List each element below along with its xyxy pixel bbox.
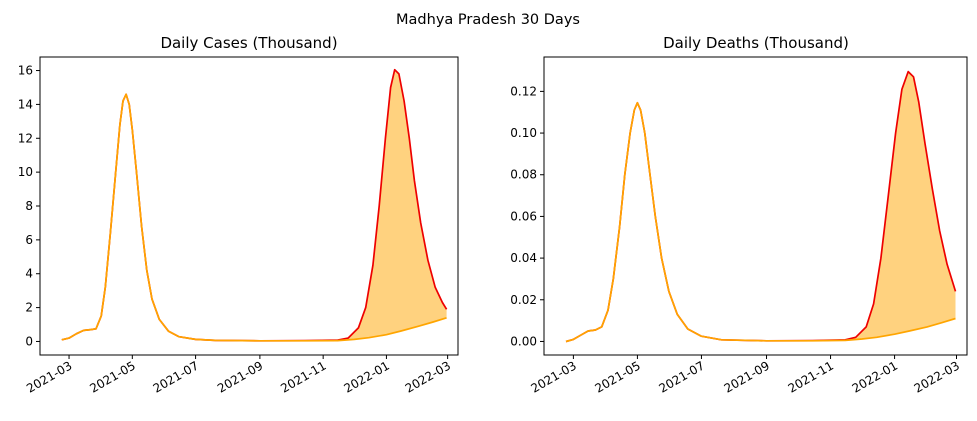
deaths-y-tick-label: 0.10 [510, 126, 537, 140]
deaths-x-tick-label: 2021-09 [722, 358, 772, 395]
cases-plot-area: 0 2 4 6 8 10 12 14 16 2021-03 2021-05 2021-07 2021-0… [18, 64, 453, 396]
cases-x-tick-label: 2021-11 [278, 358, 328, 395]
cases-x-tick-label: 2022-03 [403, 358, 453, 395]
deaths-chart: Daily Deaths (Thousand) 0.00 0.02 0.04 0.06… [510, 34, 968, 396]
cases-baseline-line [61, 93, 447, 342]
deaths-axes-frame [543, 56, 968, 356]
deaths-x-tick-label: 2022-03 [912, 358, 962, 395]
deaths-y-tick-label: 0.04 [510, 251, 537, 265]
deaths-x-tick-label: 2021-05 [592, 358, 642, 395]
deaths-y-tick-label: 0.08 [510, 168, 537, 182]
deaths-chart-title: Daily Deaths (Thousand) [663, 34, 849, 52]
deaths-y-tick-label: 0.02 [510, 293, 537, 307]
cases-chart: Daily Cases (Thousand) 0 2 4 6 8 10 12 14 16 2021… [18, 34, 459, 396]
cases-y-tick-label: 16 [18, 64, 33, 78]
deaths-gap-fill [566, 71, 956, 342]
deaths-y-tick-label: 0.12 [510, 84, 537, 98]
deaths-x-tick-label: 2021-07 [657, 358, 707, 395]
cases-y-tick-label: 6 [25, 233, 33, 247]
deaths-x-tick-label: 2021-11 [786, 358, 836, 395]
cases-axes-frame [39, 56, 459, 356]
deaths-plot-area: 0.00 0.02 0.04 0.06 0.08 0.10 0.12 2021-03 2021-… [510, 70, 962, 396]
cases-y-tick-label: 4 [25, 267, 33, 281]
deaths-y-tick-label: 0.00 [510, 334, 537, 348]
cases-y-tick-label: 10 [18, 165, 33, 179]
deaths-x-tick-label: 2022-01 [850, 358, 900, 395]
cases-y-tick-label: 2 [25, 301, 33, 315]
cases-y-tick-label: 8 [25, 199, 33, 213]
cases-x-tick-label: 2021-03 [24, 358, 74, 395]
deaths-y-tick-label: 0.06 [510, 209, 537, 223]
cases-x-tick-label: 2021-07 [151, 358, 201, 395]
deaths-baseline-line [565, 101, 956, 343]
cases-y-tick-label: 0 [25, 334, 33, 348]
cases-y-tick-label: 14 [18, 97, 33, 111]
cases-y-tick-label: 12 [18, 131, 33, 145]
cases-gap-fill [61, 70, 447, 341]
figure-suptitle: Madhya Pradesh 30 Days [396, 12, 580, 28]
cases-x-tick-label: 2021-09 [215, 358, 265, 395]
cases-chart-title: Daily Cases (Thousand) [160, 34, 337, 52]
cases-x-tick-label: 2021-05 [87, 358, 137, 395]
cases-x-tick-label: 2022-01 [342, 358, 392, 395]
deaths-x-tick-label: 2021-03 [528, 358, 578, 395]
